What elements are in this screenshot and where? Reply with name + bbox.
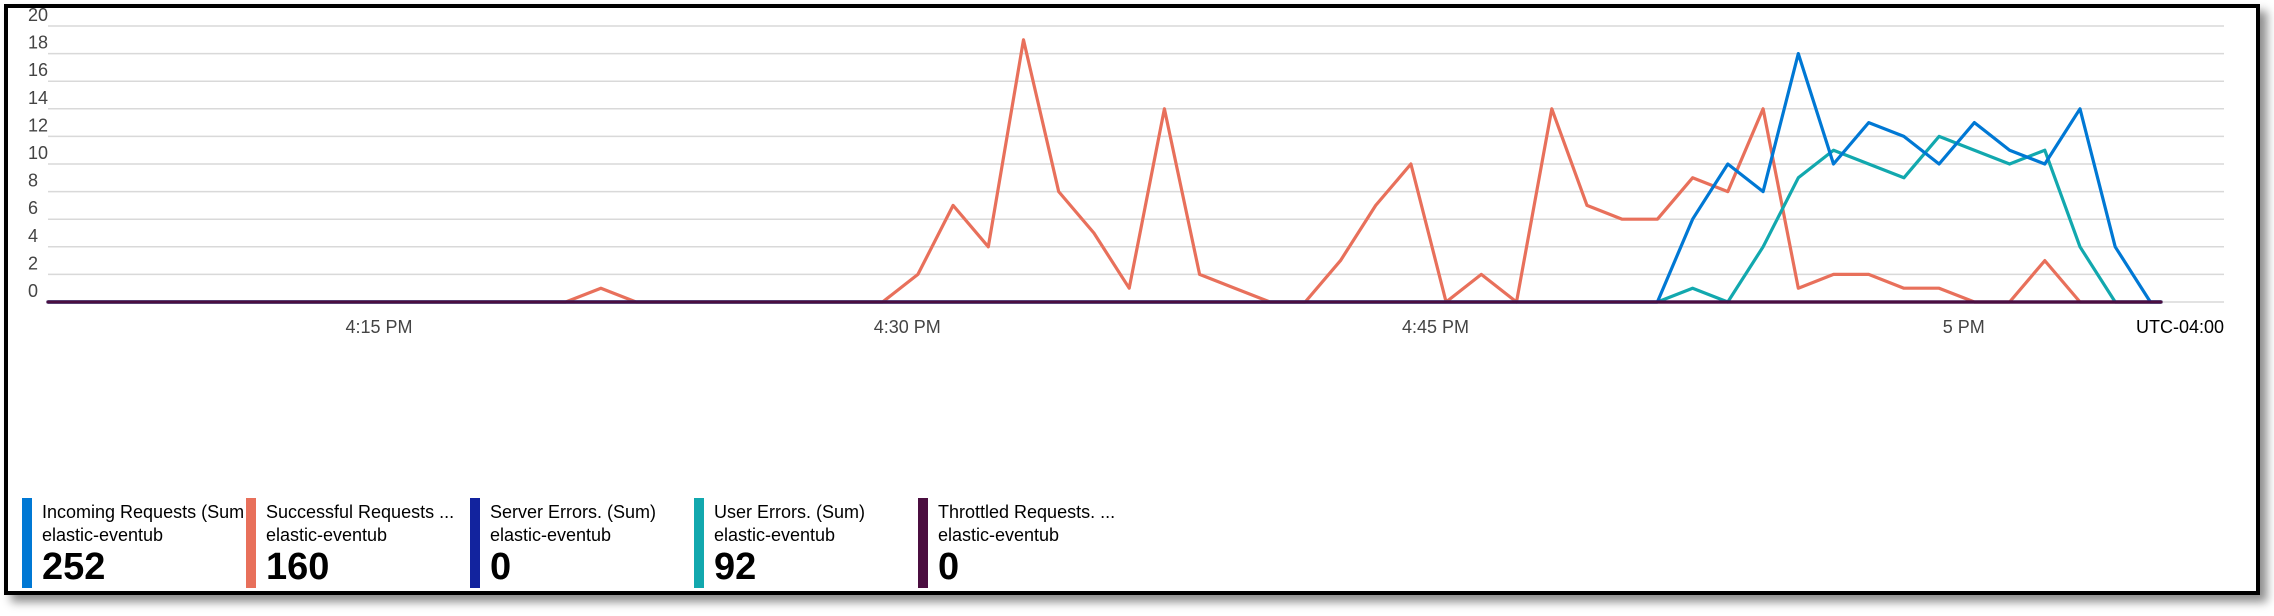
x-tick-label: 5 PM [1943, 317, 1985, 337]
legend-series-title: User Errors. (Sum) [714, 502, 866, 522]
legend-item-user-errors[interactable]: User Errors. (Sum) elastic-eventub 92 [694, 498, 904, 588]
legend-resource-name: elastic-eventub [266, 525, 388, 545]
legend-series-title: Server Errors. (Sum) [490, 502, 657, 522]
legend-color-swatch [22, 498, 32, 588]
y-tick-label: 0 [28, 281, 38, 301]
y-tick-label: 2 [28, 253, 38, 273]
legend-series-title: Throttled Requests. ... [938, 502, 1116, 522]
legend-total-value: 0 [490, 546, 512, 588]
legend-item-throttled-requests[interactable]: Throttled Requests. ... elastic-eventub … [918, 498, 1128, 588]
y-tick-label: 20 [28, 8, 48, 25]
legend-resource-name: elastic-eventub [714, 525, 836, 545]
series-line-successful-requests-sum [46, 38, 2163, 304]
legend-item-incoming-requests[interactable]: Incoming Requests (Sum elastic-eventub 2… [22, 498, 252, 588]
legend-series-title: Successful Requests ... [266, 502, 455, 522]
y-tick-label: 4 [28, 226, 38, 246]
legend-item-server-errors[interactable]: Server Errors. (Sum) elastic-eventub 0 [470, 498, 680, 588]
legend-color-swatch [470, 498, 480, 588]
legend-color-swatch [246, 498, 256, 588]
y-tick-label: 16 [28, 60, 48, 80]
legend-color-swatch [918, 498, 928, 588]
y-tick-label: 14 [28, 88, 48, 108]
y-tick-label: 6 [28, 198, 38, 218]
legend-color-swatch [694, 498, 704, 588]
y-tick-label: 12 [28, 115, 48, 135]
legend-total-value: 0 [938, 546, 960, 588]
legend-resource-name: elastic-eventub [490, 525, 612, 545]
line-chart: 0 2 4 6 8 10 12 14 16 18 20 4:15 PM 4:30 PM 4:45 PM 5 … [28, 8, 2224, 337]
legend: Incoming Requests (Sum elastic-eventub 2… [8, 8, 2256, 591]
y-tick-label: 10 [28, 143, 48, 163]
legend-total-value: 252 [42, 546, 106, 588]
timezone-label: UTC-04:00 [2136, 317, 2224, 337]
legend-resource-name: elastic-eventub [42, 525, 164, 545]
legend-total-value: 160 [266, 546, 330, 588]
x-tick-label: 4:15 PM [346, 317, 413, 337]
x-tick-label: 4:45 PM [1402, 317, 1469, 337]
x-tick-label: 4:30 PM [874, 317, 941, 337]
y-tick-label: 8 [28, 171, 38, 191]
legend-resource-name: elastic-eventub [938, 525, 1060, 545]
series-line-user-errors-sum [46, 134, 2163, 304]
legend-total-value: 92 [714, 546, 757, 588]
chart-panel: 0 2 4 6 8 10 12 14 16 18 20 4:15 PM 4:30 PM 4:45 PM 5 … [4, 4, 2260, 595]
series-line-incoming-requests-sum [46, 51, 2163, 304]
legend-series-title: Incoming Requests (Sum [42, 502, 245, 522]
y-tick-label: 18 [28, 33, 48, 53]
legend-item-successful-requests[interactable]: Successful Requests ... elastic-eventub … [246, 498, 456, 588]
